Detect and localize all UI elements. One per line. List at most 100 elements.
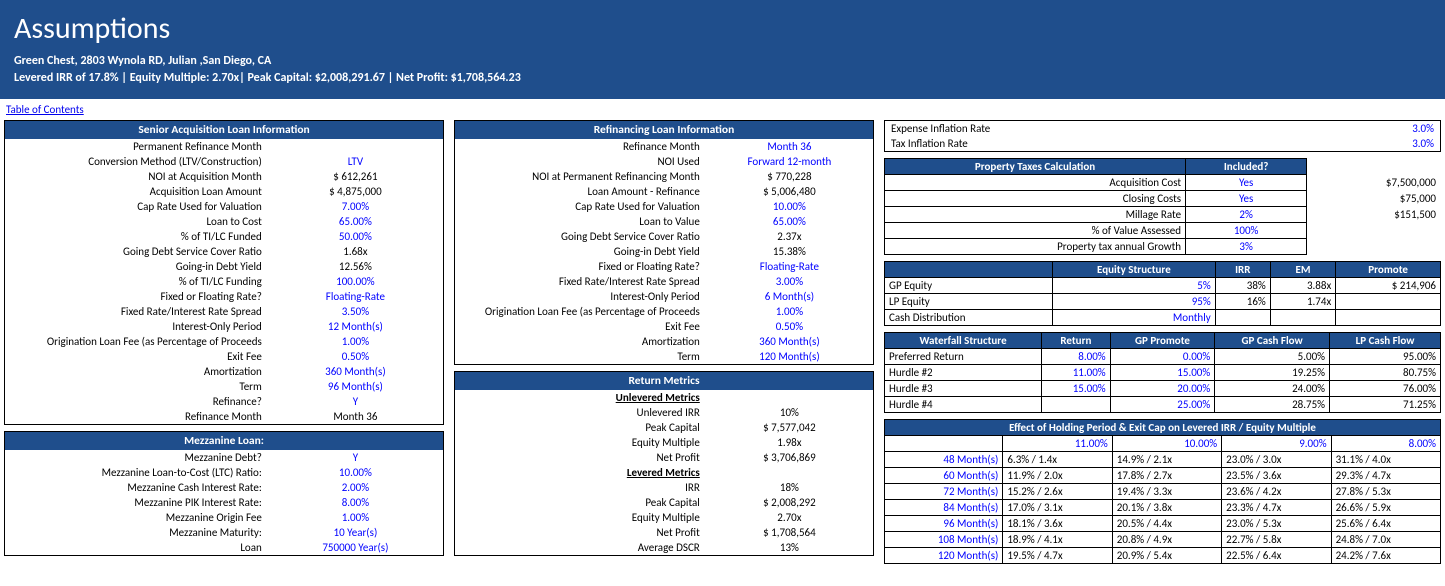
- row-label: Permanent Refinance Month: [5, 139, 268, 154]
- row-label: % of TI/LC Funded: [5, 229, 268, 244]
- toc-link[interactable]: Table of Contents: [0, 99, 90, 120]
- row-label: Loan Amount - Refinance: [455, 184, 706, 199]
- row-label: Going-in Debt Yield: [455, 244, 706, 259]
- row-label: Hurdle #4: [885, 396, 1042, 412]
- row-label: LP Equity: [885, 293, 1053, 309]
- hold-cell: 20.5% / 4.4x: [1112, 515, 1221, 531]
- tax-label: Property tax annual Growth: [885, 238, 1186, 254]
- row-label: IRR: [455, 480, 706, 495]
- cell: 20.00%: [1110, 380, 1215, 396]
- row-label: Amortization: [5, 364, 268, 379]
- refi-panel: Refinancing Loan Information Refinance M…: [454, 120, 874, 365]
- hold-cell: 23.0% / 5.3x: [1222, 515, 1331, 531]
- hold-period: 120 Month(s): [885, 547, 1003, 563]
- tax-val: 100%: [1186, 222, 1307, 238]
- row-value: 96 Month(s): [268, 379, 443, 394]
- col-hdr: Equity Structure: [1053, 261, 1216, 277]
- hold-cell: 23.6% / 4.2x: [1222, 483, 1331, 499]
- hold-col: 10.00%: [1112, 435, 1221, 451]
- row-label: Mezzanine PIK Interest Rate:: [5, 495, 268, 510]
- cell: 1.74x: [1270, 293, 1335, 309]
- col-hdr: Promote: [1336, 261, 1441, 277]
- row-label: Peak Capital: [455, 495, 706, 510]
- row-label: Loan to Value: [455, 214, 706, 229]
- cell: 95.00%: [1330, 348, 1441, 364]
- hold-cell: 29.3% / 4.7x: [1331, 467, 1440, 483]
- cell: 8.00%: [1042, 348, 1111, 364]
- tax-label: Millage Rate: [885, 206, 1186, 222]
- waterfall-table: Waterfall StructureReturnGP PromoteGP Ca…: [884, 332, 1441, 413]
- infl-value: 3.0%: [1310, 120, 1441, 136]
- hold-cell: 11.9% / 2.0x: [1003, 467, 1112, 483]
- row-label: Hurdle #2: [885, 364, 1042, 380]
- tax-val: 3%: [1186, 238, 1307, 254]
- senior-loan-panel: Senior Acquisition Loan Information Perm…: [4, 120, 444, 425]
- row-value: 1.98x: [706, 435, 873, 450]
- row-value: 1.68x: [268, 244, 443, 259]
- hold-cell: 14.9% / 2.1x: [1112, 451, 1221, 467]
- row-label: Refinance?: [5, 394, 268, 409]
- row-value: [706, 465, 873, 480]
- row-label: GP Equity: [885, 277, 1053, 293]
- row-value: 750000 Year(s): [268, 540, 443, 555]
- hold-col: 8.00%: [1331, 435, 1440, 451]
- tax-amt: $7,500,000: [1307, 174, 1441, 190]
- cell: [1336, 293, 1441, 309]
- cell: 0.00%: [1110, 348, 1215, 364]
- col-hdr: Waterfall Structure: [885, 332, 1042, 348]
- row-value: 120 Month(s): [706, 349, 873, 364]
- row-value: Y: [268, 394, 443, 409]
- row-value: 12.56%: [268, 259, 443, 274]
- hold-period: 108 Month(s): [885, 531, 1003, 547]
- row-label: Interest-Only Period: [5, 319, 268, 334]
- tax-amt: $75,000: [1307, 190, 1441, 206]
- row-value: $ 4,875,000: [268, 184, 443, 199]
- cell: 76.00%: [1330, 380, 1441, 396]
- row-label: Loan: [5, 540, 268, 555]
- row-label: Unlevered IRR: [455, 405, 706, 420]
- row-value: 10 Year(s): [268, 525, 443, 540]
- row-value: 6 Month(s): [706, 289, 873, 304]
- row-value: 65.00%: [268, 214, 443, 229]
- row-label: Equity Multiple: [455, 510, 706, 525]
- cell: 19.25%: [1215, 364, 1330, 380]
- hold-col: 11.00%: [1003, 435, 1112, 451]
- cell: 24.00%: [1215, 380, 1330, 396]
- hold-cell: 17.8% / 2.7x: [1112, 467, 1221, 483]
- refi-hdr: Refinancing Loan Information: [455, 121, 873, 139]
- hold-cell: 17.0% / 3.1x: [1003, 499, 1112, 515]
- row-value: Floating-Rate: [268, 289, 443, 304]
- cell: 5.00%: [1215, 348, 1330, 364]
- infl-label: Expense Inflation Rate: [885, 120, 1310, 136]
- hold-period: 96 Month(s): [885, 515, 1003, 531]
- row-label: Going Debt Service Cover Ratio: [455, 229, 706, 244]
- row-label: Cap Rate Used for Valuation: [5, 199, 268, 214]
- row-label: Fixed Rate/Interest Rate Spread: [5, 304, 268, 319]
- tax-hdr1: Property Taxes Calculation: [885, 158, 1186, 174]
- cell: [1215, 309, 1270, 325]
- row-label: Fixed Rate/Interest Rate Spread: [455, 274, 706, 289]
- row-label: Unlevered Metrics: [455, 390, 706, 405]
- row-value: 0.50%: [268, 349, 443, 364]
- row-label: Mezzanine Maturity:: [5, 525, 268, 540]
- row-value: $ 2,008,292: [706, 495, 873, 510]
- hold-hdr: Effect of Holding Period & Exit Cap on L…: [885, 419, 1441, 435]
- row-label: Mezzanine Origin Fee: [5, 510, 268, 525]
- row-value: 10.00%: [706, 199, 873, 214]
- row-value: 50.00%: [268, 229, 443, 244]
- tax-amt: [1307, 222, 1441, 238]
- row-value: 2.00%: [268, 480, 443, 495]
- row-label: Interest-Only Period: [455, 289, 706, 304]
- row-label: Origination Loan Fee (as Percentage of P…: [455, 304, 706, 319]
- cell: Monthly: [1053, 309, 1216, 325]
- row-value: 10%: [706, 405, 873, 420]
- row-label: Hurdle #3: [885, 380, 1042, 396]
- row-label: Going-in Debt Yield: [5, 259, 268, 274]
- row-value: 1.00%: [268, 334, 443, 349]
- inflation-table: Expense Inflation Rate3.0%Tax Inflation …: [884, 120, 1441, 152]
- row-value: 12 Month(s): [268, 319, 443, 334]
- row-value: 18%: [706, 480, 873, 495]
- cell: 71.25%: [1330, 396, 1441, 412]
- hold-period: 60 Month(s): [885, 467, 1003, 483]
- hold-cell: 20.8% / 4.9x: [1112, 531, 1221, 547]
